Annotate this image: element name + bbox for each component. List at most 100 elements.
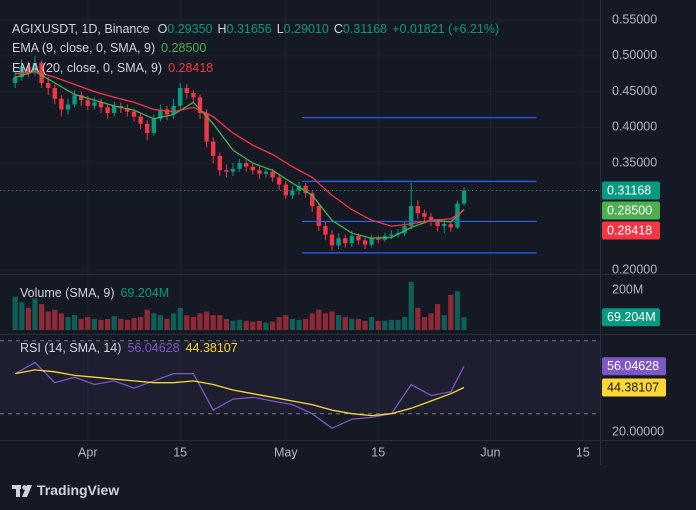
x-tick-label: 15 <box>173 445 187 459</box>
volume-bar <box>461 317 467 330</box>
candle-body <box>362 240 368 245</box>
candle-body <box>217 155 223 171</box>
candle-body <box>184 87 189 94</box>
y-tick-label: 0.55000 <box>612 12 657 26</box>
volume-bar <box>170 313 177 330</box>
volume-bar <box>151 313 157 330</box>
candle-body <box>85 100 90 106</box>
volume-bar <box>316 309 322 330</box>
volume-bar <box>428 313 434 330</box>
candle-body <box>59 98 64 110</box>
candle-body <box>19 66 24 78</box>
volume-bar <box>91 318 97 330</box>
y-tick-label: 20.00000 <box>612 424 664 438</box>
candle-body <box>277 177 282 185</box>
volume-bar <box>104 318 111 330</box>
candle-body <box>369 238 374 245</box>
overlay: Apr 15 May 15 Jun 15 0.55000 0.50000 0.45000 0.40… <box>12 12 666 459</box>
ohlc-value: 0.31656 <box>227 22 272 36</box>
candle-body <box>65 104 71 110</box>
volume-bar <box>137 317 144 330</box>
candle-body <box>230 168 236 172</box>
volume-bar <box>65 317 71 330</box>
volume-bar <box>12 296 18 330</box>
price-label: 44.38107 <box>607 380 659 394</box>
volume-bar <box>256 320 263 330</box>
y-tick-label: 0.50000 <box>612 48 657 62</box>
price-label-box <box>602 378 666 397</box>
candle-body <box>290 190 295 196</box>
indicator-name: EMA (20, close, 0, SMA, 9) <box>12 61 162 75</box>
price-label-box <box>602 308 660 327</box>
price-label: 0.28418 <box>607 223 652 237</box>
rsi-legend: RSI (14, SMA, 14) 56.04628 44.38107 <box>20 341 238 355</box>
candle-body <box>45 82 51 88</box>
indicator-name: RSI (14, SMA, 14) <box>20 341 121 355</box>
volume-bar <box>177 307 183 330</box>
candle-body <box>98 102 104 108</box>
ohlc-key: O <box>158 22 168 36</box>
volume-bar <box>283 315 289 330</box>
candle-body <box>422 213 427 217</box>
indicator-name: Volume (SMA, 9) <box>20 286 114 300</box>
candle-body <box>303 186 308 194</box>
candle-body <box>283 184 289 196</box>
candle-body <box>316 206 322 227</box>
price-label-box <box>602 221 660 240</box>
candle-body <box>151 118 156 134</box>
volume-bar <box>164 318 170 330</box>
volume-bar <box>52 309 58 330</box>
candle-body <box>270 171 275 178</box>
volume-bar <box>45 311 51 330</box>
x-tick-label: May <box>274 445 298 459</box>
candle-body <box>224 170 229 172</box>
volume-bar <box>98 319 104 330</box>
candle-body <box>435 221 440 227</box>
volume-bar <box>402 317 408 330</box>
candle-body <box>376 238 381 240</box>
header: AGIXUSDT, 1D, Binance O0.29350 H0.31656 L0.… <box>12 22 499 36</box>
indicator-name: EMA (9, close, 0, SMA, 9) <box>12 41 155 55</box>
volume-bar <box>408 281 414 330</box>
volume-bar <box>58 313 64 330</box>
candle-body <box>244 163 249 167</box>
volume-bar <box>250 321 256 330</box>
volume-bar <box>25 307 31 330</box>
candle-body <box>310 193 315 207</box>
candle-body <box>144 123 150 134</box>
indicator-legend: EMA (20, close, 0, SMA, 9) 0.28418 <box>12 61 213 75</box>
candle-body <box>158 109 163 119</box>
candle-body <box>171 105 176 115</box>
volume-bar <box>85 317 91 330</box>
volume-bar <box>223 318 230 330</box>
candle-body <box>250 166 256 171</box>
price-label: 0.28500 <box>607 203 652 217</box>
volume-bar <box>375 320 381 330</box>
candle-body <box>402 226 407 234</box>
volume-bar <box>32 298 38 330</box>
volume-bar <box>362 320 368 330</box>
candle-body <box>72 95 77 105</box>
volume-bar <box>38 304 45 330</box>
candle-body <box>204 113 209 142</box>
volume-bar <box>118 318 124 330</box>
ohlc-key: L <box>277 22 284 36</box>
volume-bar <box>395 319 401 330</box>
candle-body <box>12 77 18 83</box>
volume-bar <box>230 320 236 330</box>
ema-line <box>15 70 465 227</box>
volume-bar <box>111 316 117 330</box>
volume-bar <box>342 317 348 330</box>
volume-bar <box>355 318 362 330</box>
candle-body <box>131 111 137 117</box>
volume-bar <box>415 307 421 330</box>
candle-body <box>257 170 262 174</box>
volume-bar <box>322 313 329 330</box>
candle-body <box>111 105 117 114</box>
ohlc-key: C <box>334 22 343 36</box>
brand-name: TradingView <box>37 482 119 498</box>
indicator-legend: EMA (9, close, 0, SMA, 9) 0.28500 <box>12 41 206 55</box>
candle-body <box>138 116 143 124</box>
